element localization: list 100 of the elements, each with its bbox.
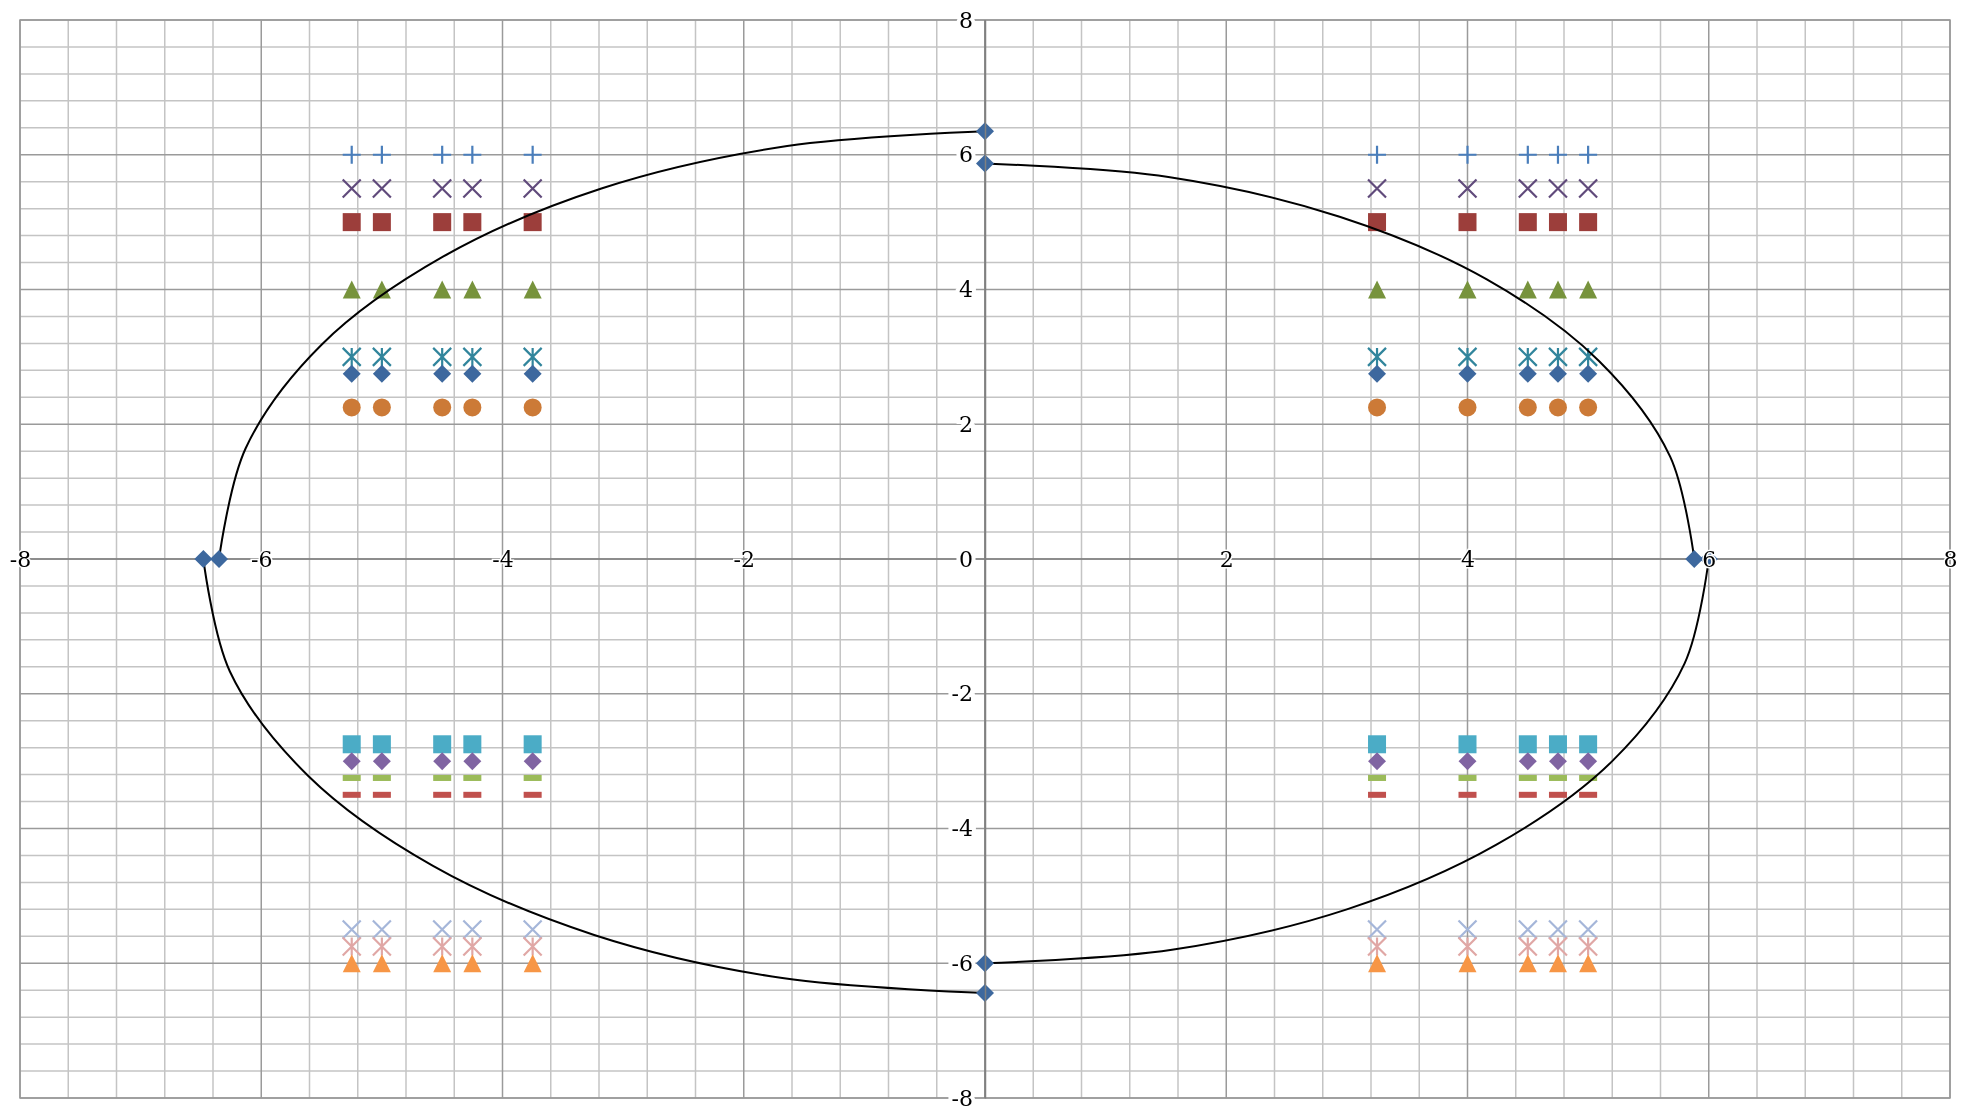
- y-tick-label: 2: [959, 411, 973, 437]
- point: [1458, 954, 1477, 973]
- point: [433, 735, 452, 754]
- point: [371, 936, 392, 957]
- point: [522, 919, 543, 940]
- y-tick-label: -4: [951, 816, 973, 842]
- point: [342, 398, 361, 417]
- point: [462, 144, 483, 165]
- point: [1517, 936, 1538, 957]
- point: [1458, 398, 1477, 417]
- point: [463, 735, 482, 754]
- point: [1366, 919, 1388, 940]
- point: [523, 364, 542, 383]
- point: [462, 919, 483, 940]
- point: [523, 752, 542, 771]
- point: [1685, 550, 1704, 568]
- point: [522, 178, 543, 199]
- point: [1579, 752, 1598, 771]
- point: [462, 178, 483, 199]
- point: [463, 752, 482, 771]
- point: [342, 280, 361, 299]
- point: [341, 936, 362, 957]
- point: [1578, 936, 1599, 957]
- y-tick-label: 0: [959, 546, 973, 572]
- point: [433, 954, 452, 973]
- point: [372, 954, 391, 973]
- point: [523, 213, 542, 232]
- point: [1548, 735, 1567, 754]
- point: [1579, 735, 1598, 754]
- point: [976, 154, 994, 173]
- point: [1517, 144, 1538, 165]
- point: [341, 346, 362, 367]
- point: [1578, 346, 1599, 367]
- point: [342, 954, 361, 973]
- point: [433, 364, 452, 383]
- point: [1579, 213, 1598, 232]
- point: [1368, 752, 1387, 771]
- point: [372, 364, 391, 383]
- y-tick-label: -8: [951, 1085, 973, 1111]
- point: [372, 213, 391, 232]
- point: [1578, 178, 1599, 199]
- point: [1368, 735, 1387, 754]
- point: [1579, 280, 1598, 299]
- point: [1517, 919, 1538, 940]
- point: [432, 919, 453, 940]
- point: [1578, 144, 1599, 165]
- point: [1547, 144, 1569, 165]
- point: [1458, 364, 1477, 383]
- point: [1518, 954, 1537, 973]
- point: [522, 144, 543, 165]
- point: [1579, 954, 1598, 973]
- point: [1458, 735, 1477, 754]
- point: [1366, 936, 1388, 957]
- point: [462, 346, 483, 367]
- point: [342, 752, 361, 771]
- point: [463, 954, 482, 973]
- point: [463, 280, 482, 299]
- point: [1457, 346, 1478, 367]
- point: [1518, 364, 1537, 383]
- point: [432, 144, 453, 165]
- y-tick-label: 8: [959, 7, 973, 33]
- point: [1518, 213, 1537, 232]
- point: [1548, 364, 1567, 383]
- point: [976, 122, 994, 141]
- y-tick-label: -2: [951, 681, 973, 707]
- point: [1457, 919, 1478, 940]
- point: [1366, 178, 1388, 199]
- point: [523, 954, 542, 973]
- point: [1457, 178, 1478, 199]
- point: [342, 213, 361, 232]
- point: [341, 178, 362, 199]
- x-tick-label: 6: [1702, 546, 1717, 572]
- point: [1579, 398, 1598, 417]
- point: [433, 280, 452, 299]
- point: [432, 346, 453, 367]
- point: [1368, 280, 1387, 299]
- point: [1517, 346, 1538, 367]
- point: [1368, 213, 1387, 232]
- point: [1548, 398, 1567, 417]
- point: [372, 735, 391, 754]
- point: [341, 144, 362, 165]
- x-tick-label: 2: [1219, 546, 1234, 572]
- point: [1547, 936, 1569, 957]
- x-tick-label: -4: [492, 546, 514, 572]
- point: [210, 550, 229, 568]
- point: [194, 550, 213, 568]
- y-tick-label: 6: [959, 142, 973, 168]
- point: [1366, 144, 1388, 165]
- point: [1548, 954, 1567, 973]
- point: [371, 346, 392, 367]
- point: [432, 178, 453, 199]
- point: [1458, 280, 1477, 299]
- point: [1368, 398, 1387, 417]
- point: [1457, 936, 1478, 957]
- point: [1547, 346, 1569, 367]
- point: [522, 936, 543, 957]
- point: [1458, 752, 1477, 771]
- point: [976, 983, 994, 1002]
- x-tick-label: -2: [733, 546, 755, 572]
- point: [341, 919, 362, 940]
